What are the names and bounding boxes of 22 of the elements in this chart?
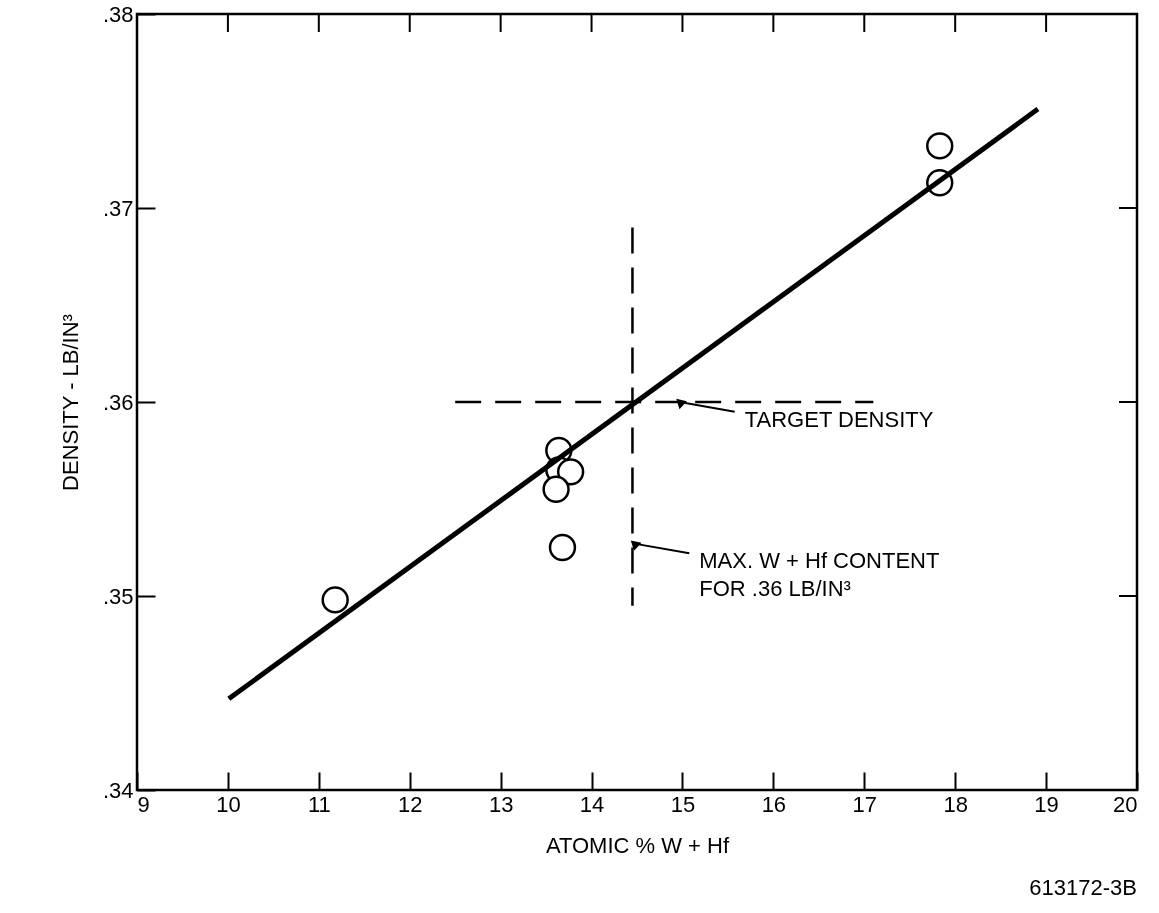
x-tick-label: 18 [943,791,968,817]
annotation: MAX. W + Hf CONTENT FOR .36 LB/IN³ [699,548,940,602]
y-axis-title: DENSITY - LB/IN³ [57,314,83,491]
x-tick-label: 10 [216,791,241,817]
y-tick-label: .38 [102,1,134,27]
y-tick-label: .34 [102,777,134,803]
x-tick-label: 20 [1113,791,1138,817]
x-tick-label: 13 [488,791,514,817]
x-axis-title: ATOMIC % W + Hf [545,832,730,858]
x-tick-label: 12 [397,791,423,817]
y-tick-label: .37 [102,195,134,221]
x-tick-label: 14 [579,791,605,817]
x-tick-label: 11 [307,791,331,817]
y-tick-label: .36 [102,389,134,415]
y-tick-label: .35 [102,583,134,609]
x-tick-label: 17 [852,791,878,817]
x-tick-label: 19 [1034,791,1059,817]
annotation: TARGET DENSITY [744,406,934,432]
x-tick-label: 9 [137,791,150,817]
x-tick-label: 15 [670,791,696,817]
x-tick-label: 16 [761,791,787,817]
text: 613172-3B [1029,875,1137,900]
